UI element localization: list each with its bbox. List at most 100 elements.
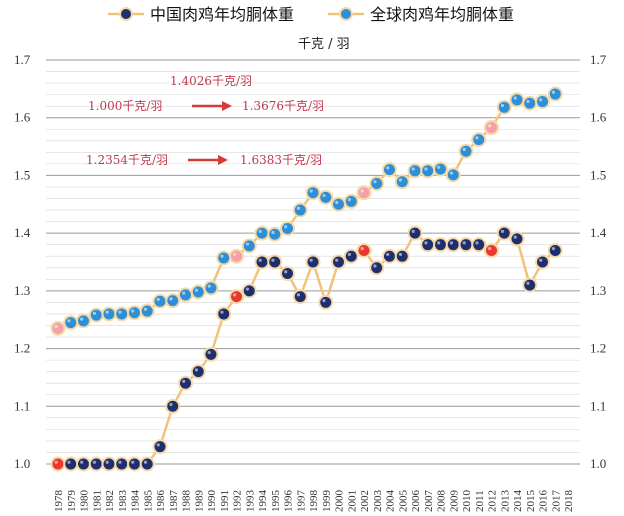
data-point [394,174,410,190]
data-point-shine [194,288,199,292]
data-point-shine [92,311,97,315]
x-tick-label: 1987 [168,490,180,513]
data-point-shine [207,350,211,355]
data-point [331,196,346,212]
data-point-highlight [50,320,66,336]
data-point [407,163,423,179]
data-point-shine [284,225,288,229]
x-axis: 1978 1979 1980 1981 1982 1983 1984 1985 1986 1987… [53,490,575,513]
legend-label: 中国肉鸡年均胴体重 [150,5,294,24]
data-point-shine [322,299,326,303]
x-tick-label: 1999 [321,490,333,513]
annotations: 1.4026千克/羽 1.000千克/羽 1.3676千克/羽 1.2354千克/羽 1… [86,74,324,167]
data-point-shine [462,241,466,245]
data-point-shine [475,241,479,245]
x-tick-label: 2017 [550,490,562,513]
y-tick-label: 1.4 [590,225,607,240]
data-point-shine [335,258,339,262]
series-global [50,86,563,336]
y-axis-left: 1.0 1.1 1.2 1.3 1.4 1.5 1.6 1.7 [14,52,31,471]
data-point-highlight [356,242,372,258]
data-point [114,306,130,322]
data-point [471,237,487,253]
y-tick-label: 1.5 [14,167,30,182]
data-point-shine [539,98,543,102]
y-tick-label: 1.2 [14,341,30,356]
data-point-highlight [484,120,499,136]
data-point-shine [143,307,148,311]
data-point-shine [488,124,492,128]
data-point [190,364,206,380]
data-point [178,375,193,391]
series-layer [50,86,563,472]
data-point [203,280,219,296]
data-point-shine [105,310,109,314]
data-point-shine [233,293,237,297]
y-tick-label: 1.0 [590,456,606,471]
annotation-arrowhead [218,155,228,165]
data-point-shine [245,287,250,291]
data-point-shine [513,96,517,100]
data-point-shine [526,99,530,104]
data-point [433,161,448,177]
annotation-target: 1.6383千克/羽 [240,153,322,167]
data-point-shine [526,281,530,285]
data-point-shine [475,136,479,140]
data-point-highlight [229,289,244,305]
data-point-shine [118,460,122,464]
data-point-shine [373,264,377,268]
x-tick-label: 2005 [397,490,409,513]
x-tick-label: 1997 [295,490,307,513]
data-point-shine [245,242,250,246]
data-point [267,226,283,242]
data-point-shine [296,206,301,210]
data-point [343,248,359,264]
legend-label: 全球肉鸡年均胴体重 [370,5,514,24]
y-tick-label: 1.7 [590,52,607,67]
data-point [101,456,117,472]
data-point [343,193,359,209]
data-point [241,283,257,299]
data-point-shine [500,229,505,233]
data-point-shine [539,258,543,262]
data-point-shine [449,241,454,245]
x-tick-label: 2016 [538,490,550,513]
x-tick-label: 2011 [474,490,486,512]
data-point [369,260,385,276]
data-point-highlight [229,248,244,264]
x-tick-label: 2002 [359,490,371,512]
data-point [509,231,525,247]
data-point-shine [462,147,466,151]
data-point [458,143,474,159]
data-point-shine [54,324,58,329]
x-tick-label: 1983 [117,490,129,513]
x-tick-label: 2000 [334,490,346,513]
data-point-shine [182,379,186,383]
y-tick-label: 1.1 [14,398,30,413]
data-point [241,238,257,254]
x-tick-label: 1986 [155,490,167,513]
data-point [445,167,461,183]
data-point [216,306,232,322]
data-point-shine [437,165,441,169]
data-point [254,254,270,270]
data-point-shine [80,317,84,321]
data-point [88,307,104,323]
data-point-shine [386,166,390,170]
y-axis-right: 1.0 1.1 1.2 1.3 1.4 1.5 1.6 1.7 [590,52,607,471]
x-tick-label: 2015 [525,490,537,513]
x-tick-label: 2009 [448,490,460,513]
data-point [318,294,334,310]
data-point-shine [169,297,173,301]
series-china [50,225,563,472]
x-tick-label: 2012 [487,490,499,512]
data-point [331,254,346,270]
data-point [535,94,550,110]
x-tick-label: 2007 [423,490,435,513]
x-tick-label: 2014 [512,490,524,513]
x-tick-label: 1989 [193,490,205,513]
x-tick-label: 2008 [436,490,448,513]
data-point [203,346,219,362]
data-point-shine [551,90,556,94]
